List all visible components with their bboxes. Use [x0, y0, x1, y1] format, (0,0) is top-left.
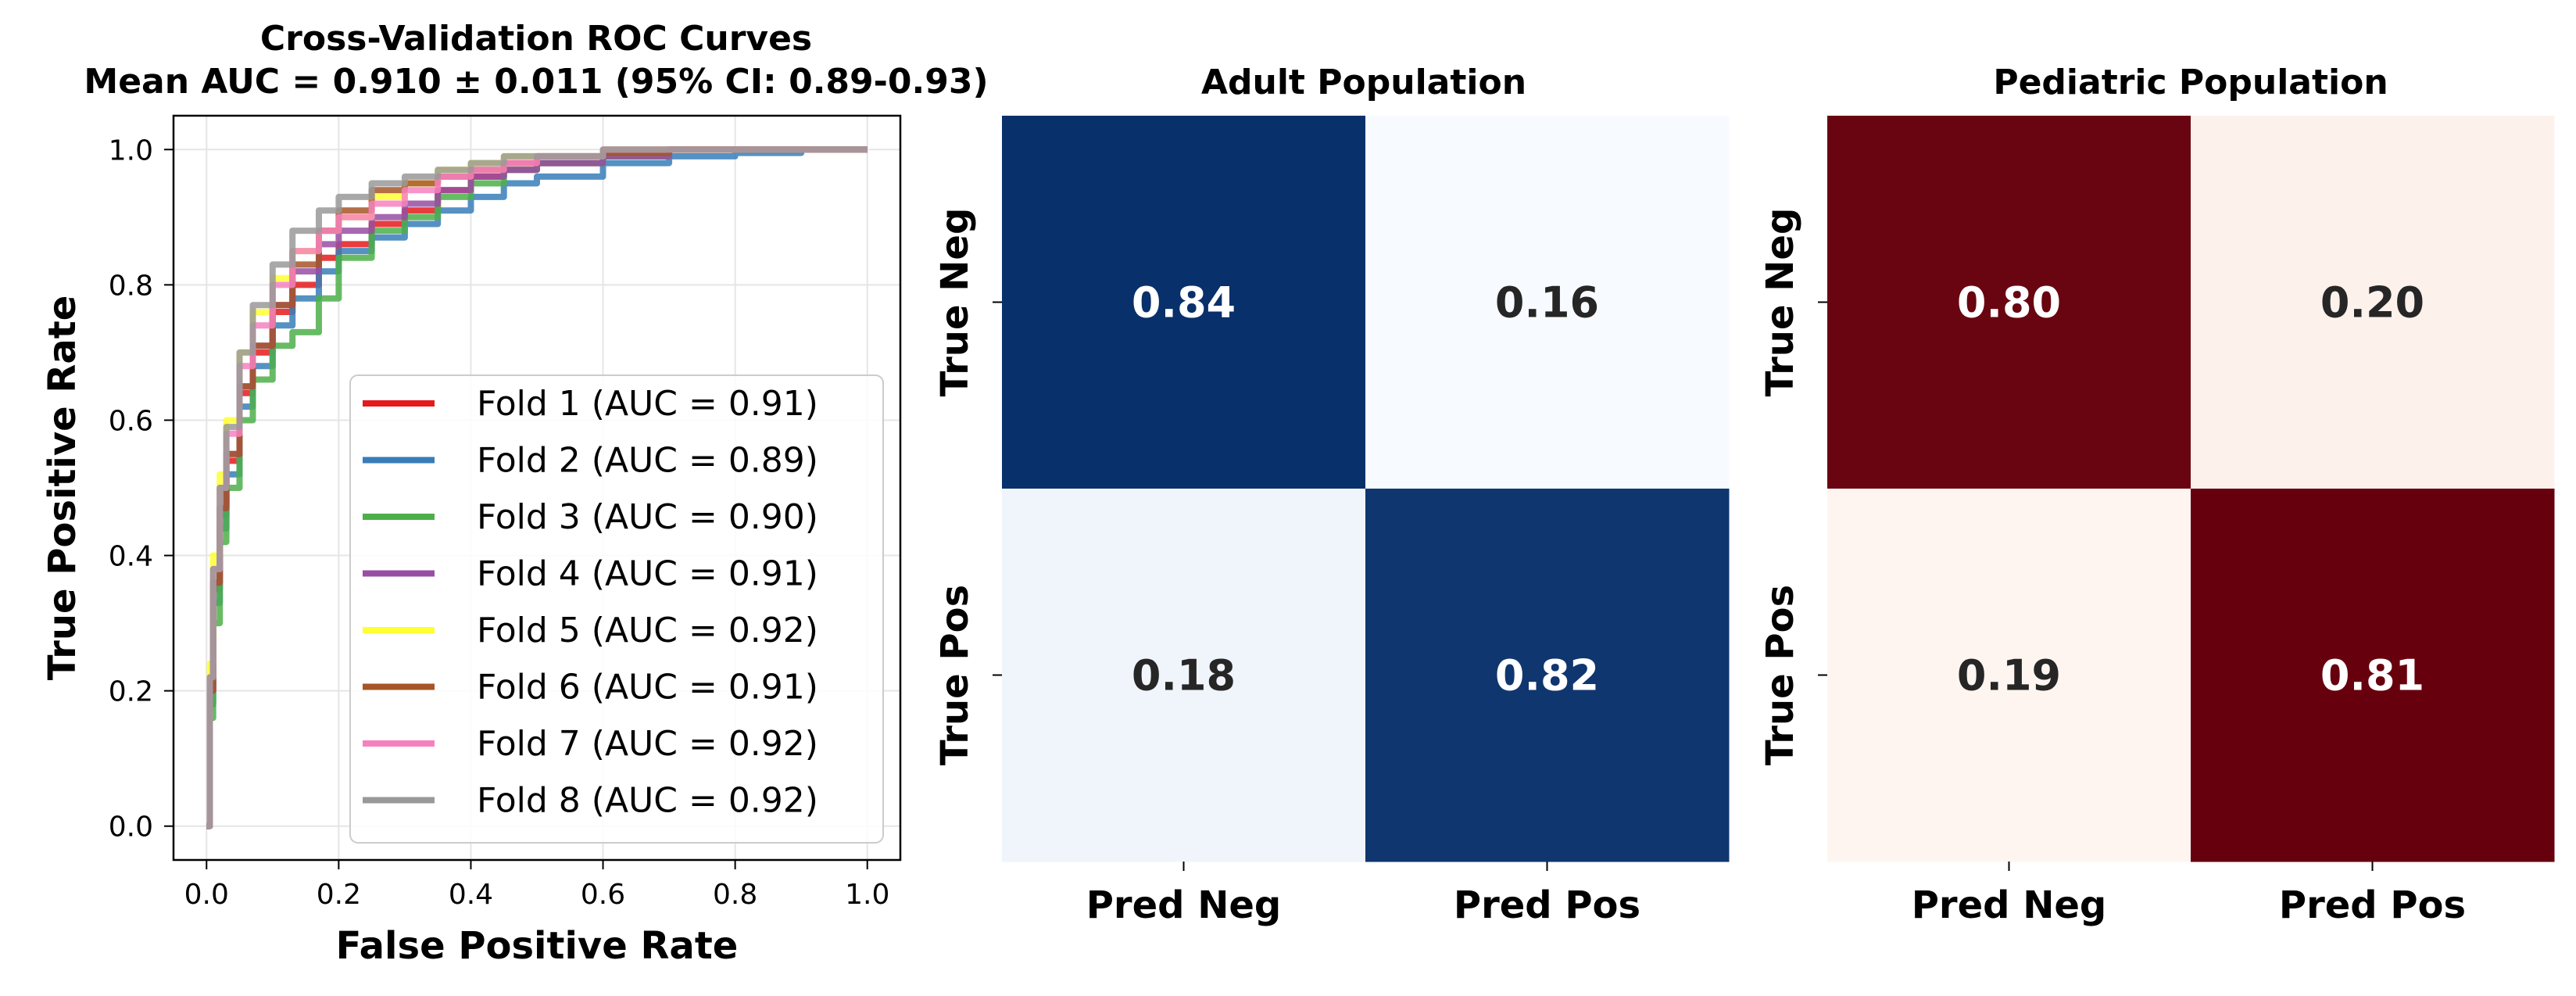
roc-axes-frame: [172, 114, 902, 862]
adult-cell-label-r0c0: 0.84: [1132, 278, 1236, 328]
pediatric-ytick-label: True Neg: [1758, 208, 1802, 397]
pediatric-cell-r1c0: [1827, 489, 2191, 862]
roc-legend-label-3: Fold 3 (AUC = 0.90): [477, 497, 818, 537]
roc-xtick-label: 0.2: [317, 879, 361, 911]
roc-legend-box: [349, 374, 884, 844]
pediatric-cell-label-r0c1: 0.20: [2320, 278, 2424, 328]
roc-xlabel: False Positive Rate: [336, 924, 739, 968]
roc-legend-label-4: Fold 4 (AUC = 0.91): [477, 554, 818, 594]
roc-ytick-label: 0.8: [109, 270, 153, 302]
roc-legend-label-1: Fold 1 (AUC = 0.91): [477, 384, 818, 424]
roc-xtick-label: 1.0: [845, 879, 889, 911]
adult-ytick-label: True Pos: [933, 585, 977, 765]
roc-legend: Fold 1 (AUC = 0.91) Fold 2 (AUC = 0.89) Fo…: [349, 374, 884, 844]
pediatric-cell-r0c0: [1827, 116, 2191, 489]
roc-ytick-label: 0.6: [109, 405, 153, 437]
adult-cell-r1c0: [1002, 489, 1366, 862]
adult-cell-r1c1: [1365, 489, 1730, 862]
pediatric-cell-label-r1c1: 0.81: [2320, 651, 2424, 700]
pediatric-cell-r1c1: [2191, 489, 2555, 862]
adult-cell-r0c1: [1365, 116, 1730, 489]
roc-panel: Cross-Validation ROC Curves Mean AUC = 0…: [41, 19, 989, 968]
roc-xtick-label: 0.8: [713, 879, 757, 911]
roc-ylabel: True Positive Rate: [41, 296, 84, 681]
roc-ytick-label: 0.2: [109, 676, 153, 708]
adult-heatmap-title: Adult Population: [1201, 63, 1526, 102]
adult-xtick-label: Pred Neg: [1086, 883, 1282, 927]
roc-title-line2: Mean AUC = 0.910 ± 0.011 (95% CI: 0.89-0…: [84, 62, 988, 102]
pediatric-cell-label-r0c0: 0.80: [1957, 278, 2061, 328]
adult-xtick-label: Pred Pos: [1454, 883, 1640, 927]
roc-xtick-label: 0.4: [449, 879, 493, 911]
adult-cell-label-r0c1: 0.16: [1495, 278, 1599, 328]
roc-legend-label-8: Fold 8 (AUC = 0.92): [477, 781, 818, 821]
roc-legend-label-7: Fold 7 (AUC = 0.92): [477, 724, 818, 764]
adult-cell-label-r1c0: 0.18: [1132, 651, 1236, 700]
roc-ytick-label: 0.4: [109, 541, 153, 573]
roc-xtick-label: 0.6: [581, 879, 625, 911]
pediatric-xtick-label: Pred Pos: [2279, 883, 2466, 927]
pediatric-cell-r0c1: [2191, 116, 2555, 489]
adult-ytick-label: True Neg: [933, 208, 977, 397]
pediatric-xtick-label: Pred Neg: [1912, 883, 2107, 927]
pediatric-cell-label-r1c0: 0.19: [1957, 651, 2061, 700]
roc-legend-label-5: Fold 5 (AUC = 0.92): [477, 611, 818, 650]
roc-ytick-label: 1.0: [109, 134, 153, 167]
roc-curves: [206, 146, 868, 829]
roc-legend-label-2: Fold 2 (AUC = 0.89): [477, 441, 818, 481]
roc-xtick-label: 0.0: [184, 879, 229, 911]
pediatric-heatmap-panel: Pediatric Population 0.80 0.20 0.19 0.81 Pre…: [1758, 63, 2555, 927]
adult-heatmap-panel: Adult Population 0.84 0.16 0.18 0.82 Pred Ne…: [933, 63, 1730, 927]
adult-cell-r0c0: [1002, 116, 1366, 489]
adult-cell-label-r1c1: 0.82: [1495, 651, 1599, 700]
roc-ticks: 0.0 0.2 0.4 0.6 0.8 1.0 0.0 0.2 0.4 0.6 0.8 1.0: [109, 134, 890, 911]
pediatric-ytick-label: True Pos: [1758, 585, 1802, 765]
roc-curve-fold-8: [206, 146, 868, 829]
roc-title-line1: Cross-Validation ROC Curves: [260, 19, 812, 59]
roc-ytick-label: 0.0: [109, 811, 153, 844]
pediatric-heatmap-title: Pediatric Population: [1993, 63, 2388, 102]
roc-legend-label-6: Fold 6 (AUC = 0.91): [477, 668, 818, 708]
